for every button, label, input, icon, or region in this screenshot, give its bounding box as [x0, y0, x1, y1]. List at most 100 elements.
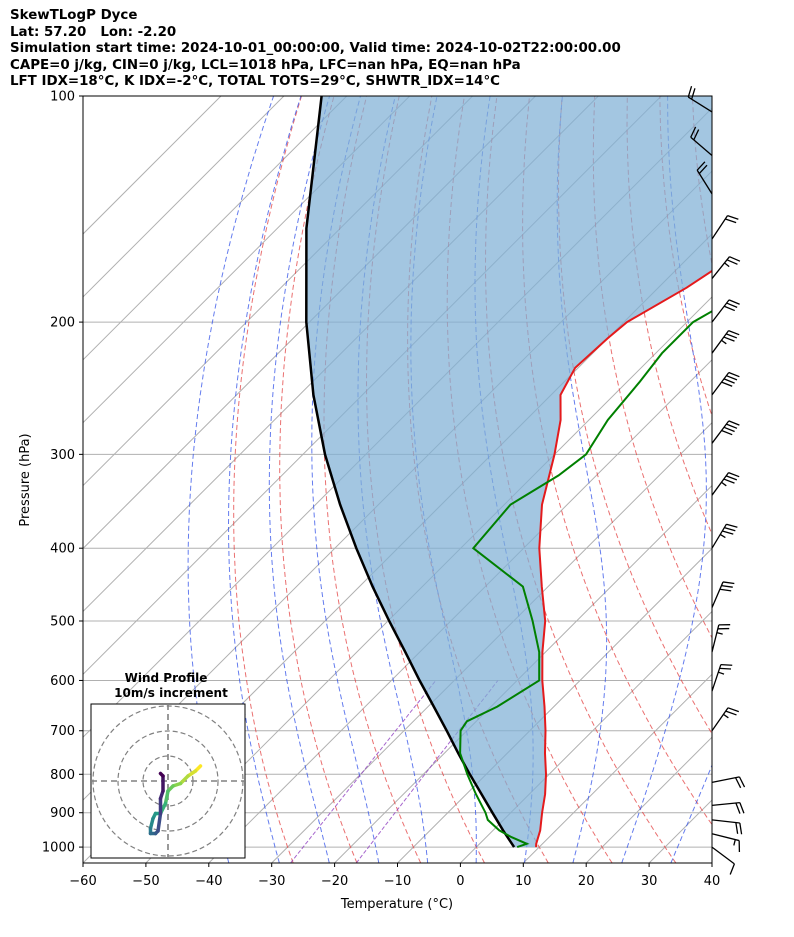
barb-flag: [726, 302, 738, 309]
barb-half-flag: [724, 262, 730, 268]
barb-flag: [726, 375, 738, 381]
header-times: Simulation start time: 2024-10-01_00:00:…: [10, 41, 621, 56]
dry-adiabat-line: [758, 96, 794, 863]
x-tick-label: −10: [384, 874, 411, 889]
barb-flag: [722, 530, 734, 535]
barb-flag: [729, 256, 741, 262]
moist-adiabat-line: [268, 96, 331, 863]
wind-barb: [711, 471, 740, 496]
x-tick-label: 40: [704, 874, 721, 889]
barb-flag: [738, 776, 746, 788]
dry-adiabat-line: [233, 96, 302, 863]
barb-flag: [728, 420, 740, 426]
barb-flag: [726, 259, 738, 265]
wind-barb: [711, 707, 740, 732]
barb-shaft: [711, 330, 730, 354]
barb-flag: [728, 371, 740, 378]
dry-adiabat-line: [592, 96, 712, 639]
barb-flag: [735, 822, 739, 834]
y-tick-label: 300: [50, 448, 75, 463]
isotherm-line: [83, 96, 285, 298]
x-tick-label: −40: [195, 874, 222, 889]
barb-half-flag: [718, 671, 725, 675]
barb-flag: [721, 381, 733, 387]
barb-flag: [724, 526, 736, 532]
barb-shaft: [711, 707, 729, 732]
wind-barb: [711, 801, 745, 814]
isotherm-line: [83, 96, 348, 361]
y-tick-label: 1000: [42, 841, 75, 856]
y-tick-label: 900: [50, 806, 75, 821]
barb-flag: [726, 523, 738, 528]
x-tick-label: −20: [321, 874, 348, 889]
wind-barb: [687, 85, 713, 113]
barb-flag: [729, 863, 736, 875]
chart-axes: −60 −50 −40 −30 −20 −10 0 10 20 30 40 100 200 300 400 5…: [42, 90, 720, 890]
moist-adiabat-line: [720, 96, 794, 863]
barb-half-flag: [719, 533, 726, 539]
barb-shaft: [711, 472, 730, 496]
moist-adiabat-line: [357, 96, 429, 863]
x-axis-label: Temperature (°C): [340, 897, 453, 912]
wind-barb: [711, 330, 740, 354]
wind-barb: [711, 833, 741, 852]
header-indices: LFT IDX=18°C, K IDX=-2°C, TOTAL TOTS=29°…: [10, 74, 500, 89]
barb-half-flag: [723, 713, 729, 719]
barb-flag: [723, 305, 735, 312]
header-location: Lat: 57.20 Lon: -2.20: [10, 24, 177, 40]
hodograph-ring: [117, 730, 219, 832]
isotherm-line: [522, 673, 712, 863]
barb-flag: [725, 333, 738, 339]
barb-shaft: [711, 256, 730, 279]
barb-flag: [722, 581, 735, 585]
barb-shaft: [696, 169, 713, 195]
wind-barb: [711, 663, 733, 692]
barb-flag: [696, 161, 706, 171]
isotherm-line: [83, 96, 222, 235]
wind-barb: [711, 420, 740, 444]
barb-flag: [721, 584, 733, 588]
barb-shaft: [711, 581, 724, 608]
isotherm-line: [208, 359, 712, 863]
barb-shaft: [711, 624, 720, 653]
hodograph-subtitle: 10m/s increment: [114, 686, 228, 700]
barb-flag: [735, 802, 741, 814]
header-title: SkewTLogP Dyce: [10, 8, 138, 23]
barb-flag: [734, 777, 742, 789]
y-axis-label: Pressure (hPa): [18, 433, 33, 526]
barb-shaft: [711, 664, 722, 692]
x-tick-label: −30: [258, 874, 285, 889]
barb-flag: [691, 88, 696, 100]
isotherm-line: [271, 421, 712, 863]
cape-cin-shading: [306, 96, 712, 848]
barb-flag: [690, 126, 697, 138]
x-tick-label: 10: [515, 874, 532, 889]
barb-shaft: [711, 372, 730, 396]
barb-flag: [720, 663, 733, 666]
barb-flag: [727, 707, 740, 713]
wind-barb: [711, 581, 735, 608]
moist-adiabat-line: [670, 764, 712, 863]
barb-half-flag: [733, 839, 736, 846]
barb-shaft: [711, 801, 740, 807]
chart-series: [305, 96, 712, 849]
x-tick-label: 30: [641, 874, 658, 889]
dry-adiabat-line: [557, 96, 712, 735]
wind-barb: [711, 371, 740, 396]
barb-shaft: [711, 215, 729, 240]
barb-flag: [687, 85, 693, 98]
wind-barb: [711, 819, 743, 835]
wind-barb: [696, 161, 713, 195]
y-tick-label: 400: [50, 542, 75, 557]
barb-shaft: [711, 420, 730, 444]
barb-shaft: [711, 776, 740, 783]
y-tick-label: 800: [50, 768, 75, 783]
hodograph-segment: [156, 811, 163, 833]
dry-adiabat-line: [659, 96, 712, 418]
mixing-ratio-line: [290, 680, 437, 863]
wind-barb: [711, 846, 736, 875]
barb-flag: [726, 423, 738, 429]
wind-barb: [690, 126, 713, 156]
isotherm-line: [460, 610, 712, 863]
